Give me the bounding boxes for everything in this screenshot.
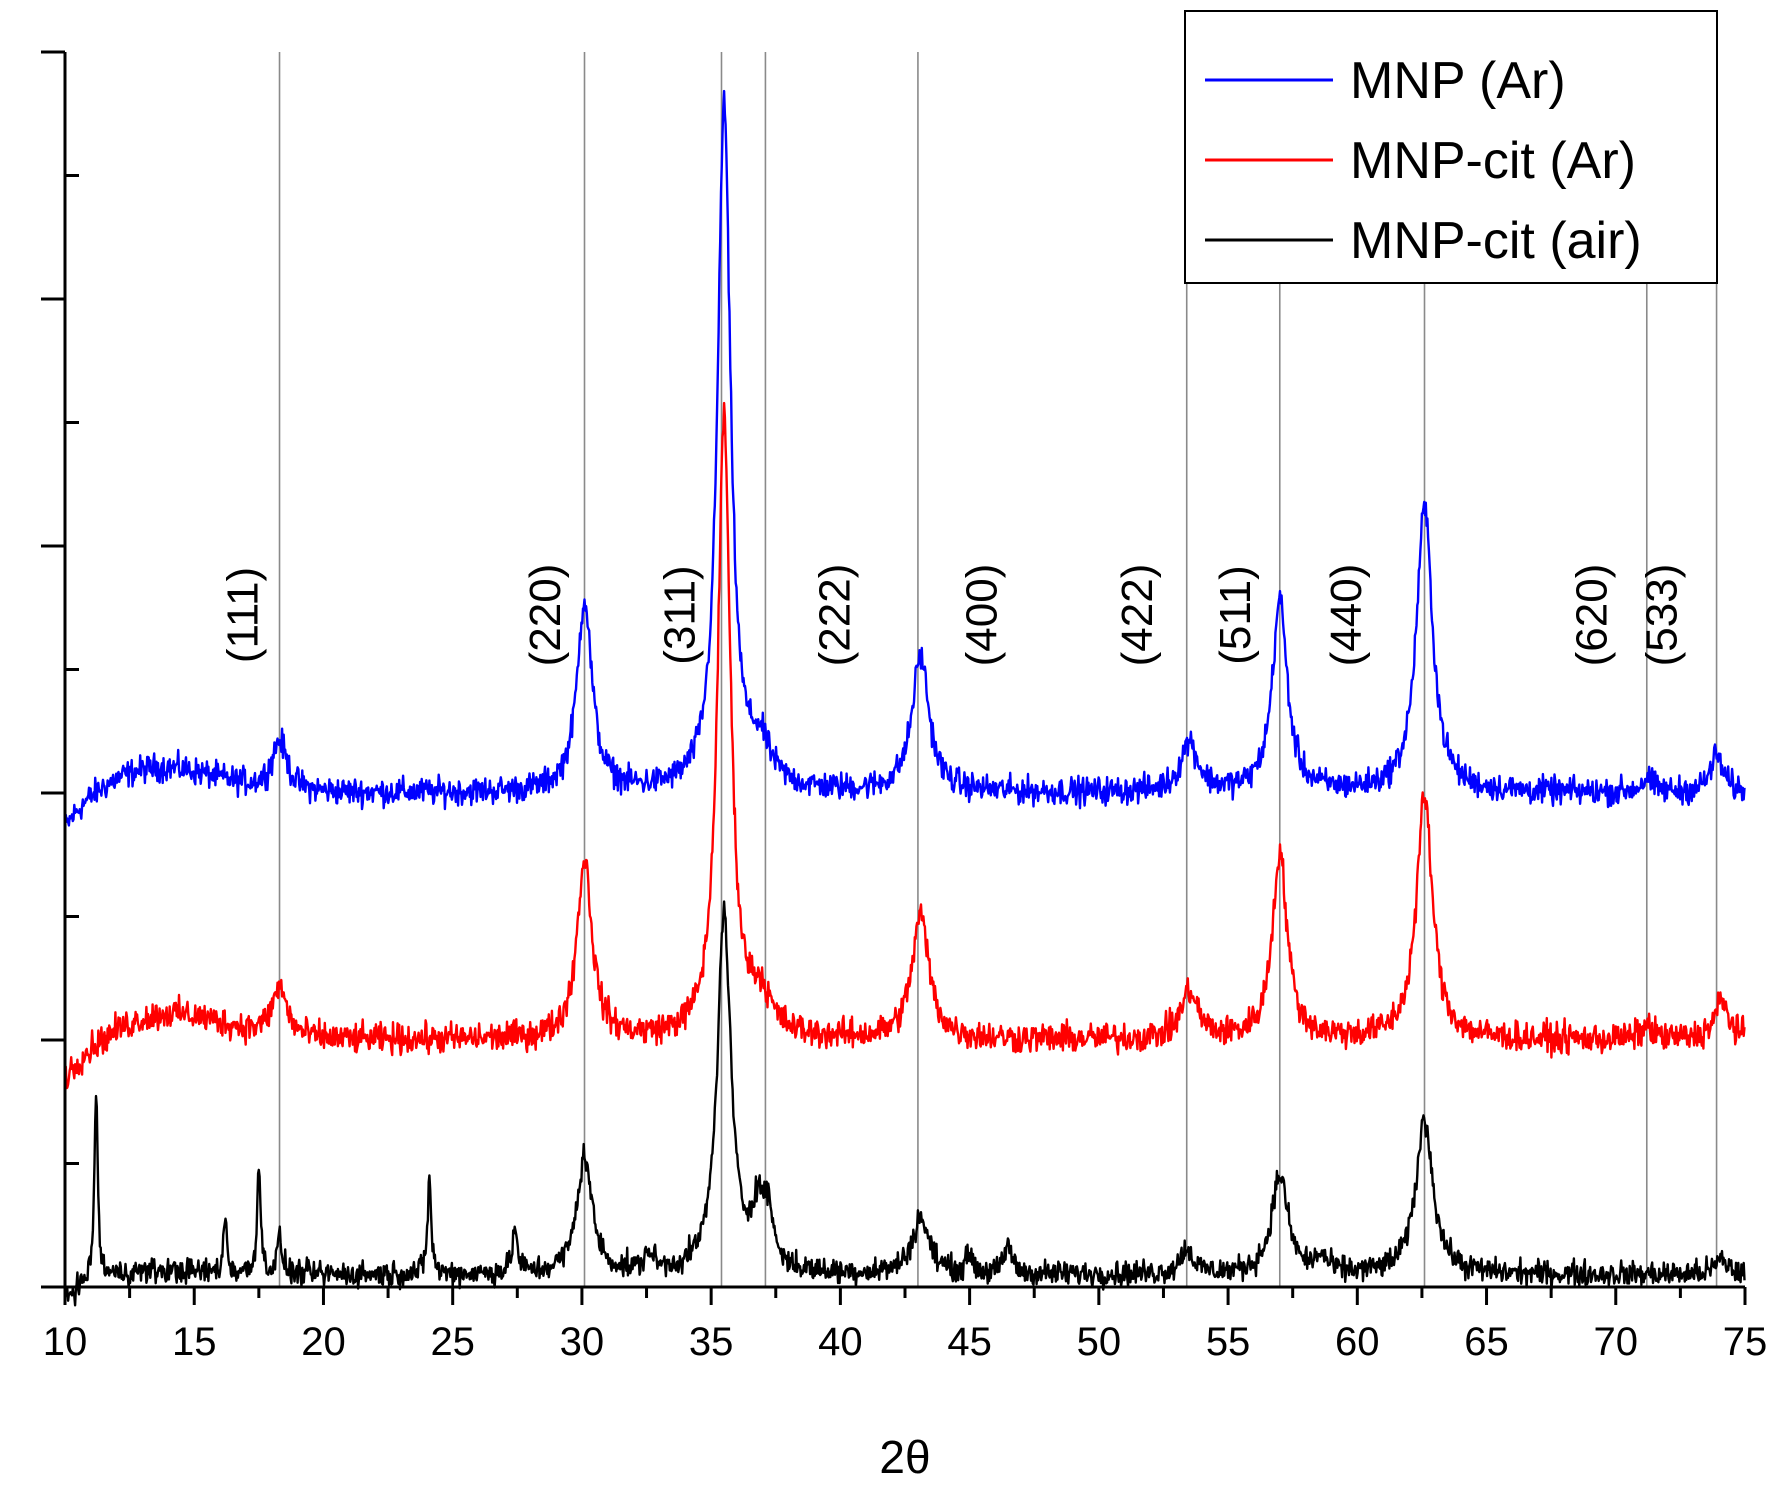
hkl-label-8: (620) <box>1568 564 1617 667</box>
hkl-label-9: (533) <box>1638 564 1687 667</box>
hkl-label-3: (222) <box>810 564 859 667</box>
hkl-label-7: (440) <box>1322 564 1371 667</box>
x-tick-label-25: 25 <box>430 1320 475 1364</box>
x-tick-label-60: 60 <box>1335 1320 1380 1364</box>
x-tick-label-40: 40 <box>818 1320 863 1364</box>
series-layer <box>63 89 1746 1307</box>
x-axis-title: 2θ <box>879 1431 930 1483</box>
series-line-0 <box>63 89 1746 827</box>
legend: MNP (Ar) MNP-cit (Ar) MNP-cit (air) <box>1184 10 1718 284</box>
hkl-label-5: (422) <box>1113 564 1162 667</box>
hkl-labels: (111) (220) (311) (222) (400) (422) (511) (440)… <box>219 564 1687 667</box>
legend-label-0: MNP (Ar) <box>1350 52 1566 110</box>
y-ticks <box>41 50 79 1289</box>
hkl-label-1: (220) <box>521 564 570 667</box>
x-tick-label-15: 15 <box>172 1320 217 1364</box>
hkl-label-2: (311) <box>655 565 704 664</box>
x-tick-label-20: 20 <box>301 1320 346 1364</box>
x-tick-label-45: 45 <box>947 1320 992 1364</box>
x-tick-label-70: 70 <box>1594 1320 1639 1364</box>
x-tick-label-65: 65 <box>1464 1320 1509 1364</box>
x-tick-label-75: 75 <box>1723 1320 1768 1364</box>
series-line-1 <box>63 401 1746 1090</box>
x-tick-label-35: 35 <box>689 1320 734 1364</box>
x-tick-label-30: 30 <box>560 1320 605 1364</box>
hkl-label-0: (111) <box>219 567 268 663</box>
series-line-2 <box>63 900 1746 1307</box>
x-tick-label-50: 50 <box>1077 1320 1122 1364</box>
hkl-label-6: (511) <box>1211 565 1260 664</box>
x-tick-label-55: 55 <box>1206 1320 1251 1364</box>
x-tick-label-10: 10 <box>43 1320 88 1364</box>
legend-label-2: MNP-cit (air) <box>1350 212 1642 270</box>
legend-box <box>1184 10 1718 284</box>
x-ticks: 10 15 20 25 30 35 40 45 50 55 60 65 70 75 <box>43 1287 1768 1364</box>
hkl-label-4: (400) <box>958 564 1007 667</box>
legend-label-1: MNP-cit (Ar) <box>1350 132 1636 190</box>
